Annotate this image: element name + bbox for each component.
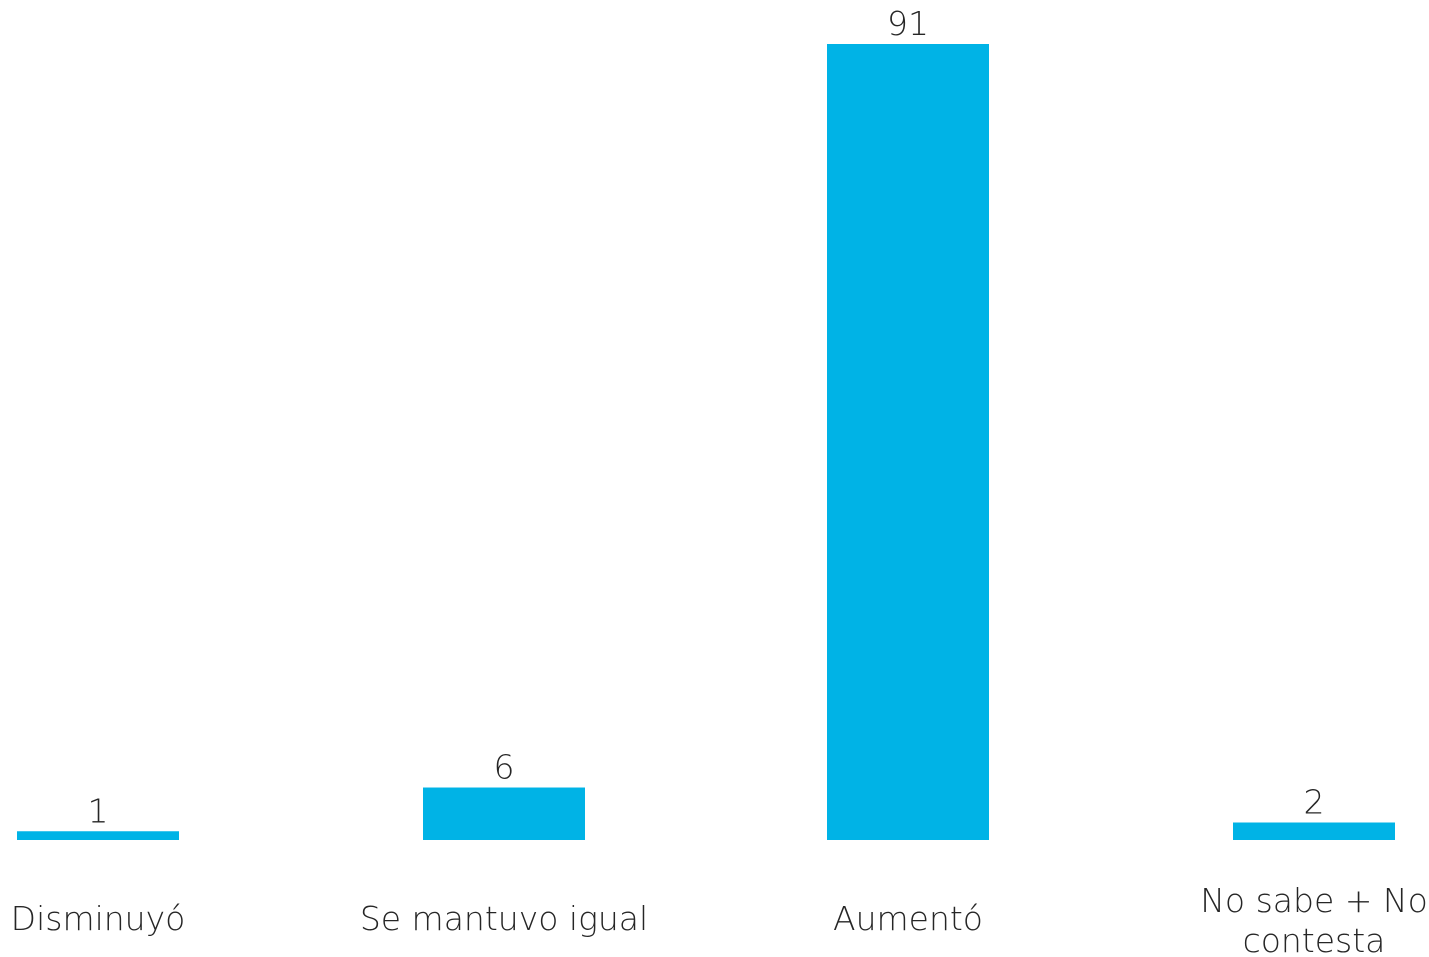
category-label-4-line-2: contesta bbox=[1243, 921, 1386, 957]
bars-group bbox=[17, 44, 1395, 840]
category-label-3-line-1: Aumentó bbox=[833, 899, 983, 938]
category-label-1-line-1: Disminuyó bbox=[11, 899, 186, 938]
category-labels-group: Disminuyó Se mantuvo igual Aumentó No sabe … bbox=[11, 881, 1428, 957]
category-label-3: Aumentó bbox=[833, 899, 983, 938]
bar-3 bbox=[827, 44, 989, 840]
value-labels-group: 1 6 91 2 bbox=[88, 4, 1325, 830]
bar-4 bbox=[1233, 822, 1395, 840]
category-label-2-line-1: Se mantuvo igual bbox=[360, 899, 648, 938]
bar-2 bbox=[423, 787, 585, 840]
category-label-4: No sabe + No contesta bbox=[1200, 881, 1428, 957]
bar-1 bbox=[17, 831, 179, 840]
value-label-3: 91 bbox=[887, 4, 929, 43]
value-label-1: 1 bbox=[88, 791, 109, 830]
value-label-2: 6 bbox=[494, 748, 515, 787]
category-label-4-line-1: No sabe + No bbox=[1200, 881, 1428, 920]
category-label-1: Disminuyó bbox=[11, 899, 186, 938]
value-label-4: 2 bbox=[1304, 783, 1325, 822]
category-label-2: Se mantuvo igual bbox=[360, 899, 648, 938]
